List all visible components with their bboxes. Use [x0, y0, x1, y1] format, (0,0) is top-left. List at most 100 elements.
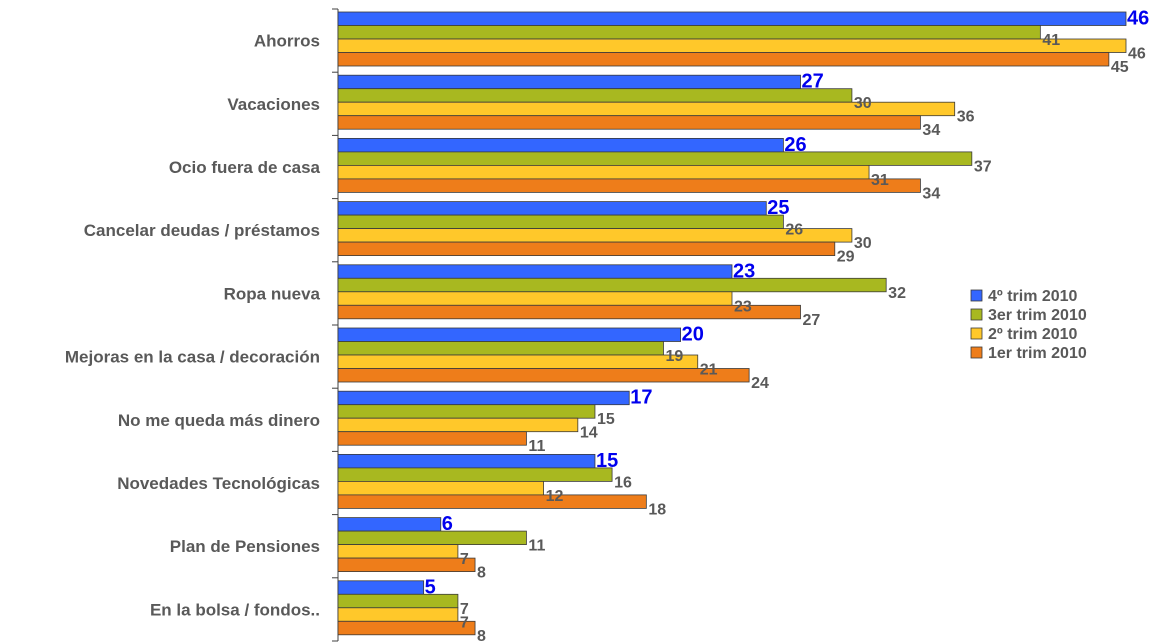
category-label: Mejoras en la casa / decoración	[65, 348, 320, 367]
data-label: 7	[460, 601, 469, 618]
bar	[337, 517, 442, 532]
legend-swatch	[970, 308, 983, 321]
bar	[337, 52, 1110, 67]
bar	[337, 115, 921, 130]
data-label: 7	[460, 614, 469, 631]
bar	[337, 201, 767, 216]
chart-category-labels: Ahorros Vacaciones Ocio fuera de casa Cance…	[65, 32, 321, 620]
bar	[337, 241, 836, 257]
data-label: 25	[767, 197, 789, 219]
data-label: 31	[871, 172, 889, 189]
data-label: 20	[682, 324, 704, 346]
category-label: Ropa nueva	[224, 284, 321, 303]
category-label: Ahorros	[254, 32, 320, 51]
data-label: 45	[1111, 59, 1129, 76]
legend-swatch	[970, 346, 983, 359]
data-label: 36	[957, 109, 975, 126]
data-label: 15	[596, 450, 618, 472]
data-label: 30	[854, 95, 872, 112]
data-label: 18	[648, 501, 666, 518]
data-label: 7	[460, 551, 469, 568]
data-label: 14	[580, 425, 598, 442]
bar	[337, 178, 921, 193]
bar	[337, 417, 579, 433]
bar	[337, 390, 630, 406]
data-label: 37	[974, 158, 992, 175]
bar	[337, 88, 853, 103]
data-label: 11	[528, 538, 545, 555]
bar	[337, 580, 425, 595]
data-label: 11	[528, 438, 545, 455]
data-label: 46	[1128, 46, 1146, 63]
bar	[337, 620, 476, 636]
bar	[337, 228, 853, 243]
bar	[337, 74, 801, 90]
bar	[337, 480, 544, 496]
bar	[337, 137, 784, 153]
data-label: 21	[700, 362, 718, 379]
category-label: Vacaciones	[227, 95, 320, 114]
chart-axis	[332, 8, 339, 642]
chart-bars	[337, 11, 1127, 636]
bar	[337, 544, 459, 559]
category-label: Plan de Pensiones	[170, 537, 320, 556]
legend-label: 3er trim 2010	[988, 307, 1087, 324]
bar	[337, 291, 733, 306]
data-label: 27	[802, 71, 824, 93]
data-label: 12	[546, 488, 564, 505]
category-label: No me queda más dinero	[118, 411, 320, 430]
data-label: 17	[630, 387, 652, 409]
bar	[337, 453, 596, 469]
legend-swatch	[970, 327, 983, 340]
chart-value-labels: 4641464527303634263731342526302923322327…	[425, 8, 1150, 643]
bar	[337, 264, 733, 279]
bar	[337, 327, 682, 342]
legend-label: 2º trim 2010	[988, 326, 1078, 343]
bar	[337, 607, 459, 622]
bar	[337, 38, 1127, 53]
bar	[337, 11, 1127, 26]
data-label: 6	[442, 513, 453, 535]
bar	[337, 164, 870, 180]
data-label: 26	[785, 222, 803, 239]
data-label: 34	[922, 122, 940, 139]
bar	[337, 151, 973, 166]
bar	[337, 431, 527, 446]
bar	[337, 404, 596, 419]
bar	[337, 494, 647, 509]
legend-label: 4º trim 2010	[988, 288, 1078, 305]
data-label: 24	[751, 375, 769, 392]
data-label: 8	[477, 565, 486, 582]
data-label: 26	[784, 134, 806, 156]
bar	[337, 354, 699, 369]
chart-legend: 4º trim 2010 3er trim 2010 2º trim 2010 1er…	[970, 288, 1087, 362]
category-label: En la bolsa / fondos..	[150, 600, 320, 619]
bar	[337, 304, 801, 320]
data-label: 19	[665, 348, 683, 365]
bar	[337, 341, 664, 356]
data-label: 32	[888, 285, 906, 302]
bar	[337, 214, 784, 230]
bar	[337, 467, 613, 482]
category-label: Cancelar deudas / préstamos	[84, 221, 320, 240]
data-label: 15	[597, 411, 615, 428]
bar	[337, 593, 459, 609]
bar	[337, 530, 527, 545]
category-label: Novedades Tecnológicas	[117, 474, 320, 493]
data-label: 27	[803, 312, 821, 329]
bar	[337, 557, 476, 572]
data-label: 8	[477, 628, 486, 643]
bar	[337, 277, 887, 293]
data-label: 5	[425, 576, 436, 598]
data-label: 16	[614, 474, 632, 491]
legend-swatch	[970, 289, 983, 302]
bar	[337, 25, 1041, 40]
data-label: 29	[837, 249, 855, 266]
data-label: 46	[1127, 8, 1149, 30]
category-label: Ocio fuera de casa	[169, 158, 321, 177]
data-label: 34	[922, 185, 940, 202]
data-label: 23	[733, 260, 755, 282]
data-label: 23	[734, 298, 752, 315]
data-label: 41	[1042, 32, 1060, 49]
